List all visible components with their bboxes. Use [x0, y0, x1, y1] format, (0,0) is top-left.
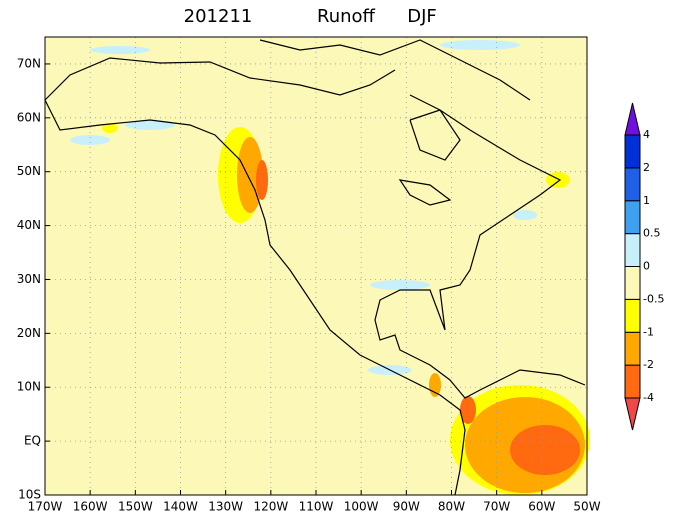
y-tick-label: 30N — [17, 272, 41, 286]
x-tick-label: 120W — [253, 500, 288, 514]
colorbar-box — [624, 331, 641, 366]
colorbar-box — [624, 233, 641, 267]
x-tick-label: 90W — [393, 500, 420, 514]
x-tick-label: 110W — [299, 500, 334, 514]
colorbar-label: 0.5 — [643, 227, 661, 240]
x-tick-label: 160W — [73, 500, 108, 514]
y-tick-label: 10S — [18, 488, 41, 502]
y-tick-label: 40N — [17, 218, 41, 232]
y-tick-label: 10N — [17, 380, 41, 394]
x-tick-label: 130W — [208, 500, 243, 514]
x-tick-label: 150W — [118, 500, 153, 514]
anomaly-shading — [70, 40, 590, 495]
colorbar-triangle — [624, 102, 641, 136]
title-season: DJF — [407, 6, 437, 27]
coastline — [44, 39, 586, 496]
y-tick-label: EQ — [24, 434, 41, 448]
x-tick-label: 100W — [344, 500, 379, 514]
colorbar-box — [624, 167, 641, 202]
x-tick-label: 80W — [438, 500, 465, 514]
y-tick-label: 20N — [17, 326, 41, 340]
grid — [44, 37, 588, 496]
colorbar-box — [624, 298, 641, 333]
x-tick-label: 60W — [528, 500, 555, 514]
x-tick-label: 50W — [573, 500, 600, 514]
colorbar-label: 0 — [643, 260, 650, 273]
title: 201211 Runoff DJF — [184, 6, 437, 27]
colorbar: -4 -2 -1 -0.5 0 0.5 1 2 4 — [624, 102, 664, 431]
colorbar-label: 4 — [643, 128, 650, 141]
colorbar-box — [624, 266, 641, 300]
y-tick-label: 70N — [17, 56, 41, 70]
x-tick-label: 170W — [28, 500, 63, 514]
title-variable: Runoff — [317, 6, 376, 27]
colorbar-label: -1 — [643, 325, 654, 338]
y-tick-label: 60N — [17, 110, 41, 124]
colorbar-box — [624, 200, 641, 235]
y-tick-label: 50N — [17, 164, 41, 178]
x-tick-label: 70W — [483, 500, 510, 514]
colorbar-label: -0.5 — [643, 292, 664, 305]
colorbar-label: -2 — [643, 358, 654, 371]
colorbar-label: 2 — [643, 161, 650, 174]
colorbar-label: 1 — [643, 194, 650, 207]
colorbar-box — [624, 134, 641, 169]
colorbar-triangle — [624, 397, 641, 431]
colorbar-box — [624, 364, 641, 399]
colorbar-label: -4 — [643, 391, 654, 404]
x-tick-label: 140W — [163, 500, 198, 514]
title-date: 201211 — [184, 6, 253, 27]
